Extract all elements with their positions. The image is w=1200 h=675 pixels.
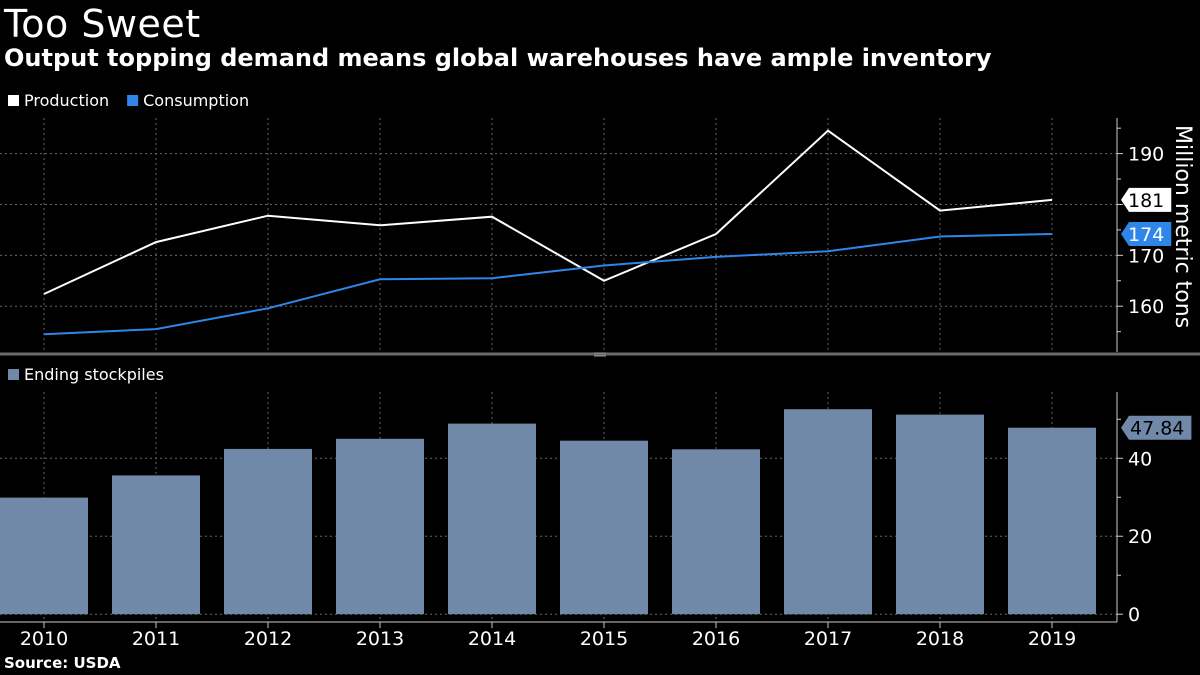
series-line-production: [43, 129, 1053, 295]
last-value-stockpiles: 47.84: [1121, 415, 1192, 440]
bar-2010: [0, 497, 88, 615]
last-value-production-text: 181: [1128, 190, 1164, 212]
xtick-label-2014: 2014: [468, 628, 516, 650]
last-value-consumption-text: 174: [1128, 224, 1164, 246]
series-line-consumption: [43, 233, 1053, 336]
bar-2019: [1008, 427, 1096, 615]
last-value-stockpiles-text: 47.84: [1130, 418, 1184, 440]
last-value-production-shape: [1121, 187, 1172, 212]
ytick-label-top: 170: [1128, 245, 1164, 267]
last-value-production: 181: [1121, 187, 1172, 212]
y-axis-label: Million metric tons: [1170, 125, 1195, 328]
last-value-stockpiles-shape: [1121, 415, 1192, 440]
xtick-label-2010: 2010: [20, 628, 68, 650]
bar-2011: [112, 475, 200, 615]
bar-2013: [336, 438, 424, 615]
bottom-panel: Ending stockpiles 0 20 40 47.84: [0, 352, 1200, 626]
xtick-label-2019: 2019: [1028, 628, 1076, 650]
legend-swatch-ending-stockpiles: [8, 369, 19, 380]
xtick-label-2015: 2015: [580, 628, 628, 650]
legend-swatch-production: [8, 95, 19, 106]
bar-2014: [448, 423, 536, 615]
legend-label-consumption: Consumption: [143, 91, 249, 110]
ytick-label-top: 190: [1128, 144, 1164, 166]
source-note: Source: USDA: [4, 654, 121, 672]
xtick-label-2016: 2016: [692, 628, 740, 650]
legend-label-ending-stockpiles: Ending stockpiles: [24, 365, 164, 384]
top-panel: ProductionConsumption160170180190Million…: [0, 91, 1195, 352]
x-axis: 2010 2011 2012 2013 2014 2015 2016 2017 2018 2019: [0, 621, 1117, 650]
ytick-label-bottom: 20: [1128, 526, 1152, 548]
bar-2016: [672, 449, 760, 615]
chart-title: Too Sweet: [4, 2, 201, 46]
xtick-label-2018: 2018: [916, 628, 964, 650]
ytick-label-bottom: 40: [1128, 448, 1152, 470]
xtick-label-2012: 2012: [244, 628, 292, 650]
chart-subtitle: Output topping demand means global wareh…: [4, 44, 992, 72]
ytick-label-bottom: 0: [1128, 604, 1140, 626]
ytick-label-top: 160: [1128, 296, 1164, 318]
last-value-consumption: 174: [1121, 221, 1172, 246]
legend-swatch-consumption: [127, 95, 139, 106]
xtick-label-2013: 2013: [356, 628, 404, 650]
bar-2015: [560, 440, 648, 615]
xtick-label-2011: 2011: [132, 628, 180, 650]
legend-label-production: Production: [24, 91, 109, 110]
last-value-consumption-shape: [1121, 221, 1172, 246]
bar-2017: [784, 409, 872, 615]
bar-2018: [896, 414, 984, 615]
bar-2012: [224, 448, 312, 615]
xtick-label-2017: 2017: [804, 628, 852, 650]
